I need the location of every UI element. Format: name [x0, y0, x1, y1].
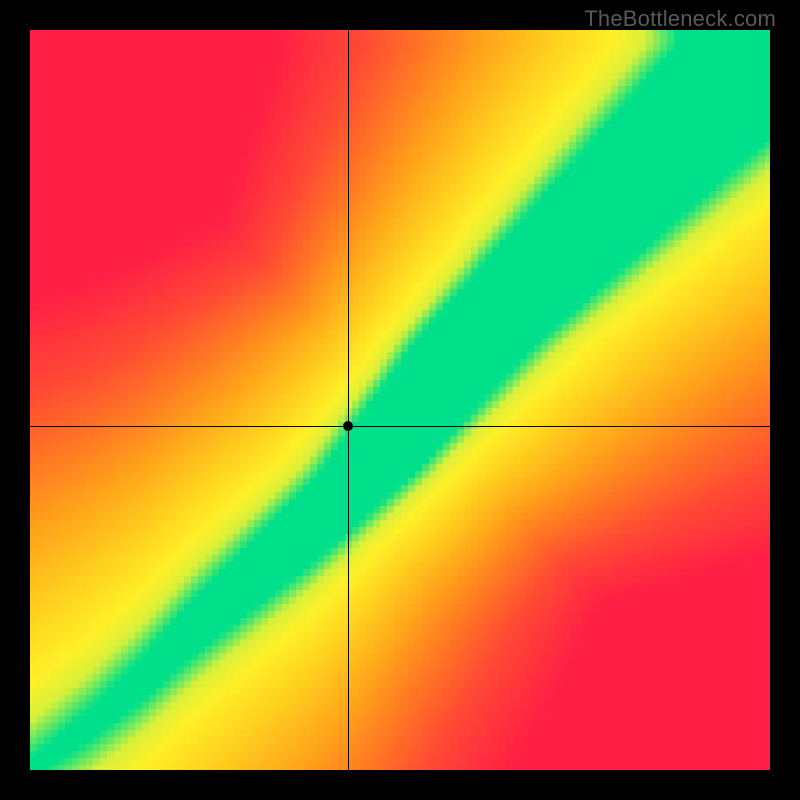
brand-label: TheBottleneck.com	[584, 6, 776, 32]
data-point-marker	[343, 421, 353, 431]
crosshair-horizontal	[30, 426, 770, 427]
chart-container: TheBottleneck.com	[0, 0, 800, 800]
crosshair-vertical	[348, 30, 349, 770]
heatmap-canvas	[30, 30, 770, 770]
plot-area	[30, 30, 770, 770]
